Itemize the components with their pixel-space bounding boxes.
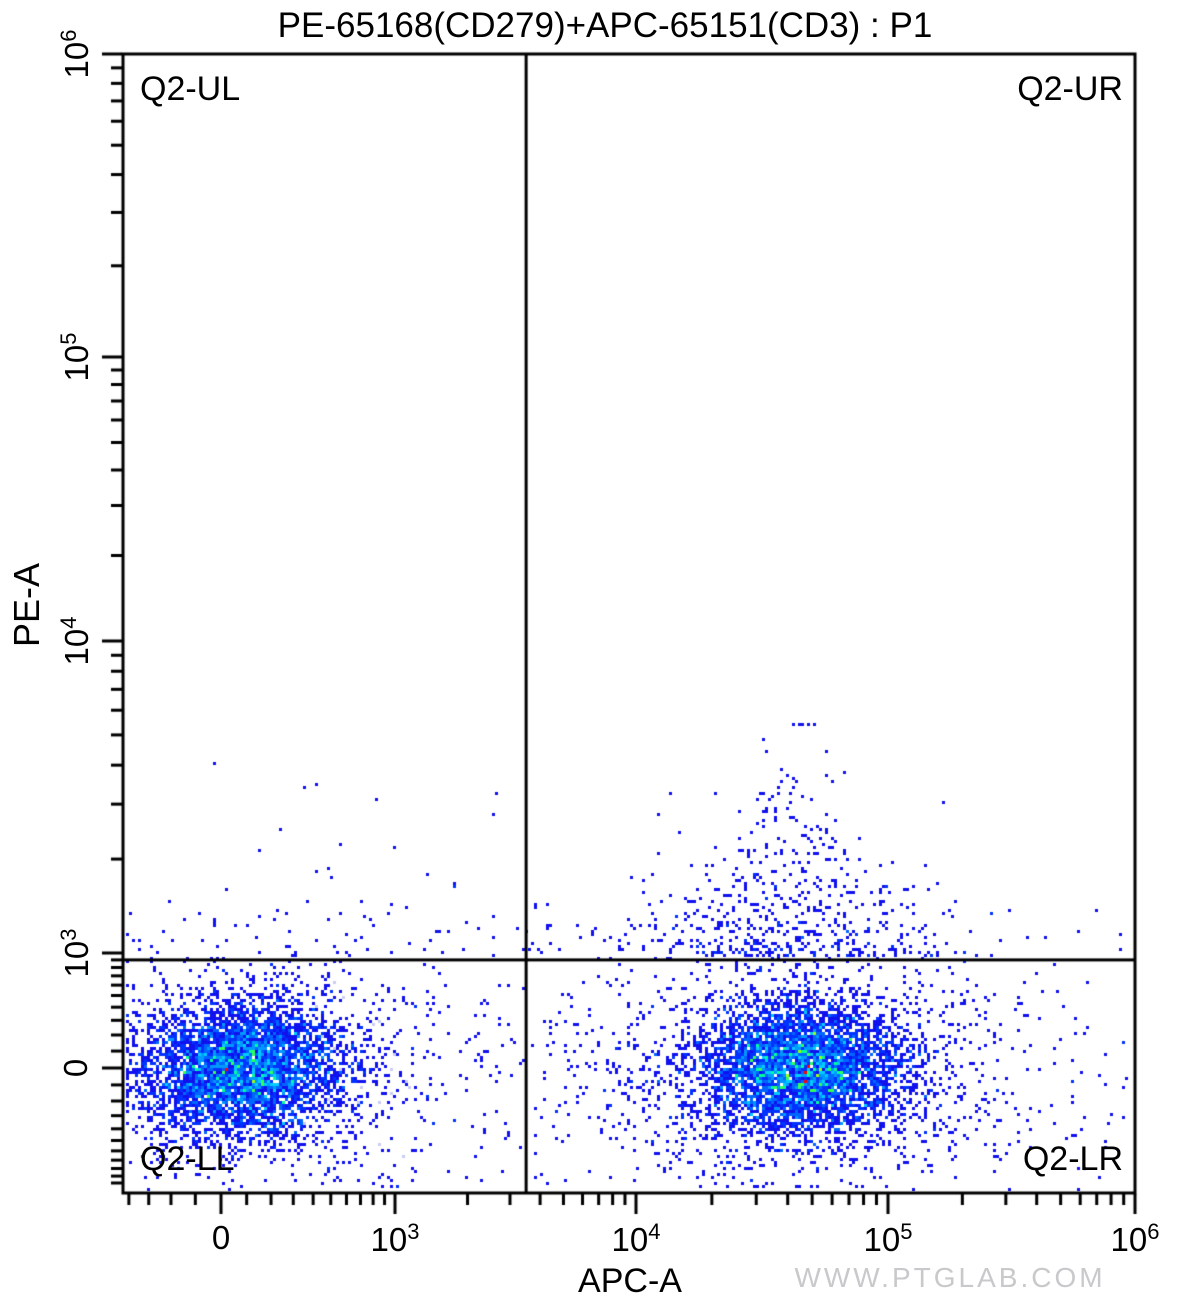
y-tick-label: 0 bbox=[57, 1058, 94, 1078]
x-tick-label: 105 bbox=[863, 1219, 913, 1258]
x-tick-label: 0 bbox=[211, 1219, 231, 1256]
y-tick-label: 106 bbox=[56, 29, 95, 79]
y-axis-title: PE-A bbox=[6, 562, 47, 648]
quadrant-label-lower-left: Q2-LL bbox=[140, 1140, 235, 1178]
quadrant-label-upper-right: Q2-UR bbox=[1017, 70, 1123, 108]
quadrant-label-upper-left: Q2-UL bbox=[140, 70, 241, 108]
quadrant-label-lower-right: Q2-LR bbox=[1022, 1140, 1123, 1178]
watermark-text: WWW.PTGLAB.COM bbox=[794, 1262, 1106, 1293]
y-tick-label: 104 bbox=[56, 616, 95, 666]
y-tick-label: 105 bbox=[56, 332, 95, 382]
x-tick-label: 104 bbox=[611, 1219, 661, 1258]
x-tick-label: 103 bbox=[370, 1219, 420, 1258]
x-axis-title: APC-A bbox=[578, 1262, 682, 1300]
page-title: PE-65168(CD279)+APC-65151(CD3) : P1 bbox=[277, 6, 933, 45]
x-tick-label: 106 bbox=[1110, 1219, 1160, 1258]
y-tick-label: 103 bbox=[56, 928, 95, 978]
